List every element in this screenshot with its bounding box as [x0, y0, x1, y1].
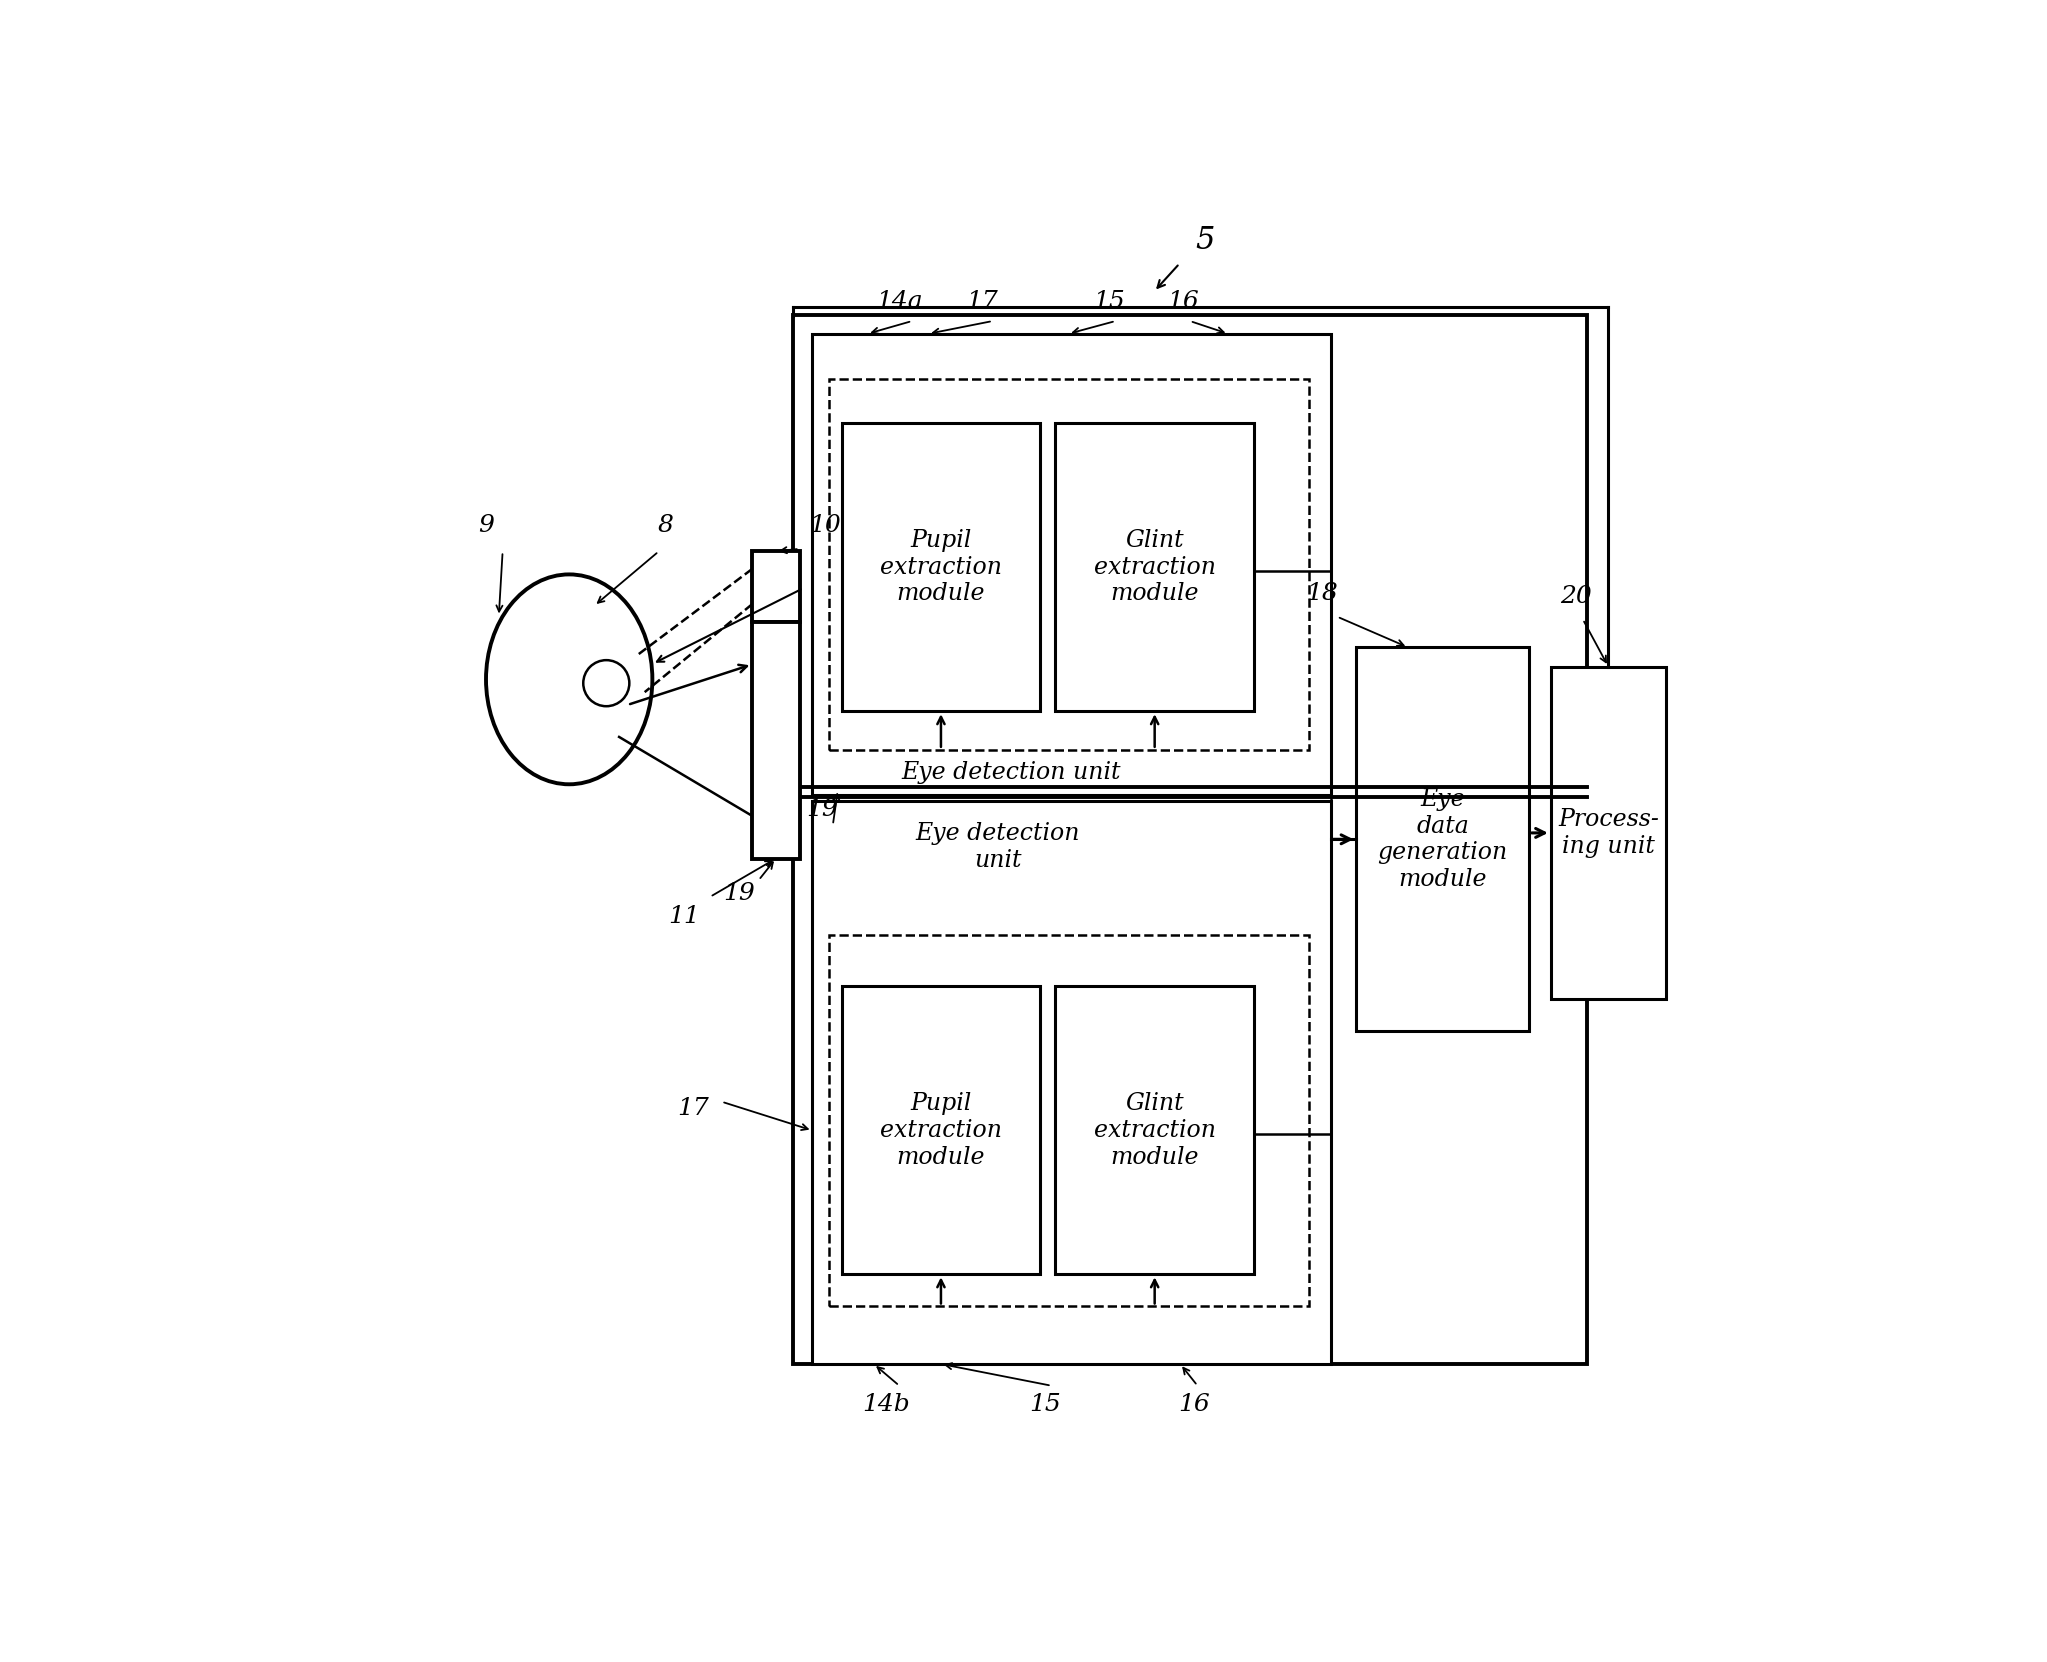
Bar [1357, 648, 1529, 1030]
Text: 15: 15 [1030, 1393, 1060, 1416]
Text: Eye detection unit: Eye detection unit [901, 761, 1120, 784]
Text: 19: 19 [807, 798, 839, 821]
Text: Pupil
extraction
module: Pupil extraction module [880, 1092, 1001, 1168]
Text: 10: 10 [809, 514, 841, 537]
Ellipse shape [485, 575, 653, 784]
Text: 16: 16 [1177, 1393, 1210, 1416]
Text: 8: 8 [657, 514, 673, 537]
Text: 5: 5 [1195, 224, 1216, 256]
Text: Glint
extraction
module: Glint extraction module [1093, 1092, 1216, 1168]
Text: Eye
data
generation
module: Eye data generation module [1378, 788, 1509, 891]
Text: Pupil
extraction
module: Pupil extraction module [880, 529, 1001, 605]
Text: 17: 17 [966, 291, 999, 314]
Bar [792, 314, 1586, 1365]
Text: 19: 19 [723, 881, 755, 904]
Bar [1056, 424, 1255, 711]
Text: 16: 16 [1167, 291, 1200, 314]
Bar [1056, 987, 1255, 1275]
Bar [829, 379, 1308, 750]
Text: 15: 15 [1093, 291, 1126, 314]
Bar [751, 552, 800, 622]
Bar [813, 801, 1331, 1365]
Text: 14a: 14a [876, 291, 923, 314]
Bar [813, 334, 1331, 794]
Bar [751, 622, 800, 859]
Text: 9: 9 [479, 514, 493, 537]
Text: 18: 18 [1306, 582, 1337, 605]
Text: 17: 17 [678, 1097, 708, 1120]
Text: Eye detection
unit: Eye detection unit [915, 823, 1081, 873]
Bar [1552, 666, 1666, 999]
Circle shape [583, 660, 628, 706]
Bar [841, 424, 1040, 711]
Bar [841, 987, 1040, 1275]
Bar [829, 936, 1308, 1306]
Text: Glint
extraction
module: Glint extraction module [1093, 529, 1216, 605]
Text: Process-
ing unit: Process- ing unit [1558, 808, 1658, 858]
Text: 20: 20 [1560, 585, 1593, 608]
Text: 11: 11 [669, 904, 700, 927]
Text: 14b: 14b [862, 1393, 911, 1416]
